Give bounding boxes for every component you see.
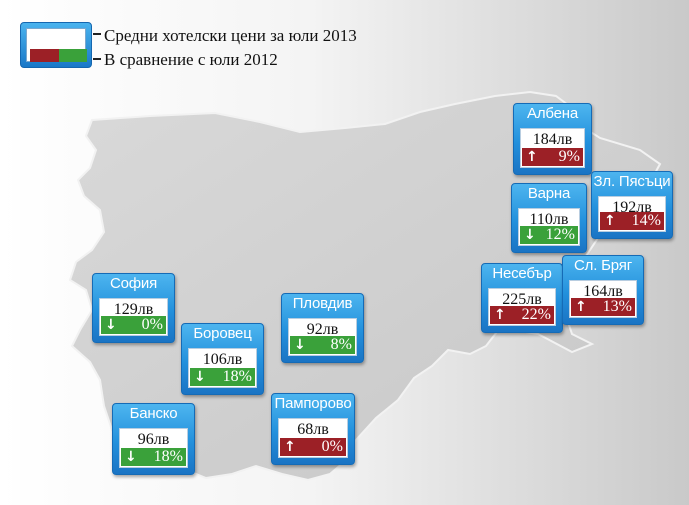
legend-increase-swatch bbox=[30, 49, 59, 62]
city-box: София 129лв ↓ 0% bbox=[92, 273, 175, 343]
city-box: Боровец 106лв ↓ 18% bbox=[181, 323, 264, 395]
city-name: Боровец bbox=[193, 325, 252, 342]
arrow-up-icon: ↑ bbox=[604, 213, 616, 229]
legend-pointer-line bbox=[93, 58, 101, 60]
city-price: 225лв bbox=[502, 291, 542, 308]
city-name: Албена bbox=[527, 105, 578, 122]
city-panel: 192лв ↑ 14% bbox=[598, 196, 666, 232]
city-panel: 68лв ↑ 0% bbox=[278, 418, 348, 458]
city-name: Несебър bbox=[492, 265, 552, 282]
change-bar: ↑ 9% bbox=[522, 148, 583, 166]
city-panel: 110лв ↓ 12% bbox=[518, 208, 580, 246]
arrow-down-icon: ↓ bbox=[105, 317, 117, 333]
city-name: София bbox=[109, 275, 158, 292]
change-percent: 13% bbox=[602, 298, 632, 315]
city-name: Пловдив bbox=[292, 295, 353, 312]
change-bar: ↓ 12% bbox=[520, 226, 578, 244]
change-percent: 8% bbox=[330, 336, 352, 353]
legend-swatch bbox=[20, 22, 92, 68]
change-percent: 12% bbox=[545, 226, 575, 243]
arrow-up-icon: ↑ bbox=[284, 439, 296, 455]
city-panel: 225лв ↑ 22% bbox=[488, 288, 556, 326]
city-price: 106лв bbox=[202, 351, 243, 368]
arrow-down-icon: ↓ bbox=[294, 337, 306, 353]
city-price: 164лв bbox=[583, 283, 623, 300]
change-percent: 14% bbox=[631, 212, 661, 229]
city-box: Несебър 225лв ↑ 22% bbox=[481, 263, 563, 333]
city-price: 110лв bbox=[529, 211, 569, 228]
city-name: Сл. Бряг bbox=[574, 257, 632, 274]
change-percent: 0% bbox=[141, 316, 163, 333]
change-percent: 18% bbox=[153, 448, 183, 465]
arrow-down-icon: ↓ bbox=[125, 449, 137, 465]
city-price: 92лв bbox=[306, 321, 339, 338]
legend-price-label: Средни хотелски цени за юли 2013 bbox=[104, 26, 357, 45]
city-panel: 96лв ↓ 18% bbox=[119, 428, 188, 468]
city-panel: 184лв ↑ 9% bbox=[520, 128, 585, 168]
city-box: Банско 96лв ↓ 18% bbox=[112, 403, 195, 475]
legend-pointer-line bbox=[93, 33, 101, 35]
city-box: Сл. Бряг 164лв ↑ 13% bbox=[562, 255, 644, 325]
arrow-down-icon: ↓ bbox=[194, 369, 206, 385]
change-bar: ↓ 18% bbox=[121, 448, 186, 466]
change-bar: ↑ 14% bbox=[600, 212, 664, 230]
city-price: 184лв bbox=[532, 131, 573, 148]
legend-change-label: В сравнение с юли 2012 bbox=[104, 50, 278, 69]
city-name: Банско bbox=[129, 405, 178, 422]
city-panel: 129лв ↓ 0% bbox=[99, 298, 168, 336]
change-bar: ↑ 0% bbox=[280, 438, 346, 456]
city-box: Зл. Пясъци 192лв ↑ 14% bbox=[591, 171, 673, 239]
city-panel: 92лв ↓ 8% bbox=[288, 318, 357, 356]
arrow-up-icon: ↑ bbox=[494, 307, 506, 323]
change-percent: 0% bbox=[321, 438, 343, 455]
change-bar: ↑ 13% bbox=[571, 298, 635, 316]
change-bar: ↑ 22% bbox=[490, 306, 554, 324]
city-name: Зл. Пясъци bbox=[593, 173, 671, 190]
city-price: 68лв bbox=[297, 421, 329, 438]
city-panel: 164лв ↑ 13% bbox=[569, 280, 637, 318]
arrow-down-icon: ↓ bbox=[524, 227, 536, 243]
city-price: 129лв bbox=[113, 301, 154, 318]
city-box: Варна 110лв ↓ 12% bbox=[511, 183, 587, 253]
city-price: 96лв bbox=[137, 431, 170, 448]
arrow-up-icon: ↑ bbox=[575, 299, 587, 315]
city-name: Пампорово bbox=[274, 395, 352, 412]
change-percent: 9% bbox=[558, 148, 580, 165]
change-bar: ↓ 8% bbox=[290, 336, 355, 354]
city-price: 192лв bbox=[612, 199, 652, 216]
city-box: Албена 184лв ↑ 9% bbox=[513, 103, 592, 175]
change-percent: 18% bbox=[222, 368, 252, 385]
change-bar: ↓ 0% bbox=[101, 316, 166, 334]
change-percent: 22% bbox=[521, 306, 551, 323]
city-box: Пловдив 92лв ↓ 8% bbox=[281, 293, 364, 363]
city-panel: 106лв ↓ 18% bbox=[188, 348, 257, 388]
city-name: Варна bbox=[527, 185, 571, 202]
arrow-up-icon: ↑ bbox=[526, 149, 538, 165]
change-bar: ↓ 18% bbox=[190, 368, 255, 386]
legend-decrease-swatch bbox=[59, 49, 87, 62]
city-box: Пампорово 68лв ↑ 0% bbox=[271, 393, 355, 465]
